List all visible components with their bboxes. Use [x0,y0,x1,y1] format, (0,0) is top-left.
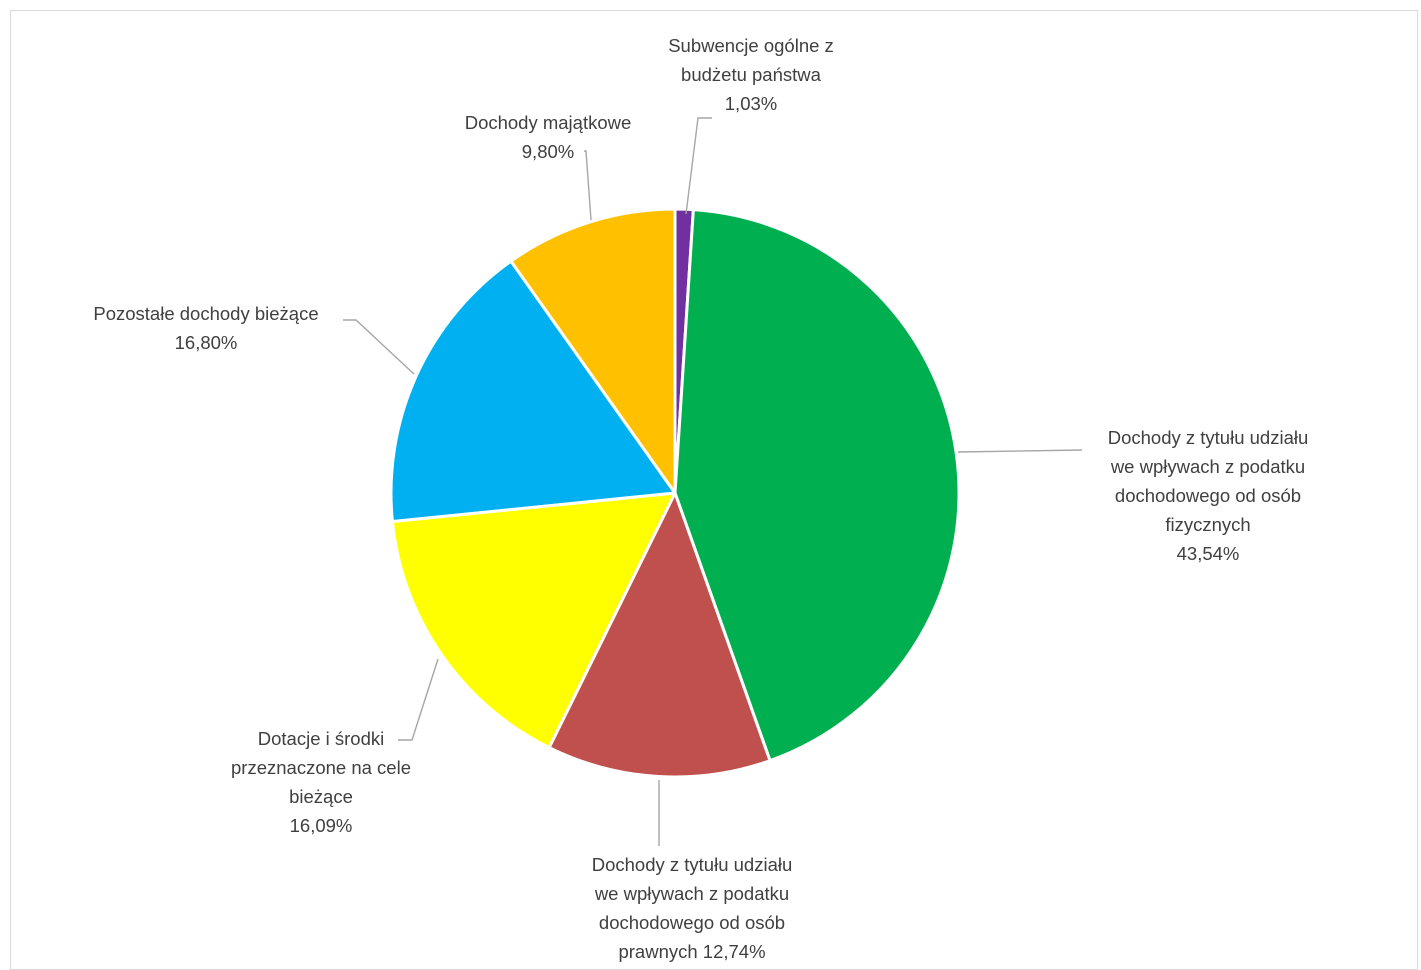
data-label-line: Dochody z tytułu udziału [1108,427,1309,448]
data-label-line: Dochody z tytułu udziału [592,854,793,875]
pie-slice-pit-udzial [673,208,961,763]
data-label-line: przeznaczone na cele [231,757,411,778]
data-label-cit-udzial: Dochody z tytułu udziału we wpływach z po… [592,854,793,962]
data-label-line: Subwencje ogólne z [668,35,834,56]
pie-slice-cit-udzial [547,491,772,779]
data-label-pozostale-biezace: Pozostałe dochody bieżące 16,80% [93,303,318,353]
pie-slice-pozostale-biezace [389,259,677,523]
leader-line-pozostale-biezace [343,319,415,375]
pie-slices [389,207,961,779]
data-label-dochody-majatkowe: Dochody majątkowe 9,80% [465,112,632,162]
data-label-line: we wpływach z podatku [1110,456,1305,477]
data-label-line: Pozostałe dochody bieżące [93,303,318,324]
data-label-line: dochodowego od osób [599,912,785,933]
data-labels: Subwencje ogólne z budżetu państwa 1,03% Do… [93,35,1308,962]
data-label-line: bieżące [289,786,353,807]
data-label-line: dochodowego od osób [1115,485,1301,506]
leader-line-subwencje-ogolne [685,117,712,215]
leader-line-dochody-majatkowe [584,150,592,221]
data-label-line: 1,03% [725,93,777,114]
data-label-line: prawnych 12,74% [618,941,765,962]
leader-line-pit-udzial [957,449,1083,453]
data-label-line: Dotacje i środki [258,728,384,749]
data-label-line: 16,09% [290,815,353,836]
data-label-line: 43,54% [1177,543,1240,564]
leader-lines [343,117,1083,846]
pie-slice-dochody-majatkowe [509,207,677,495]
data-label-line: 16,80% [175,332,238,353]
data-label-subwencje-ogolne: Subwencje ogólne z budżetu państwa 1,03% [668,35,834,114]
data-label-line: fizycznych [1165,514,1250,535]
data-label-line: we wpływach z podatku [594,883,789,904]
data-label-line: 9,80% [522,141,574,162]
data-label-line: Dochody majątkowe [465,112,632,133]
pie-slice-dotacje-biezace [390,491,677,750]
leader-line-dotacje-biezace [398,658,439,741]
data-label-dotacje-biezace: Dotacje i środki przeznaczone na cele bież… [231,728,411,836]
data-label-line: budżetu państwa [681,64,822,85]
data-label-pit-udzial: Dochody z tytułu udziału we wpływach z po… [1108,427,1309,564]
